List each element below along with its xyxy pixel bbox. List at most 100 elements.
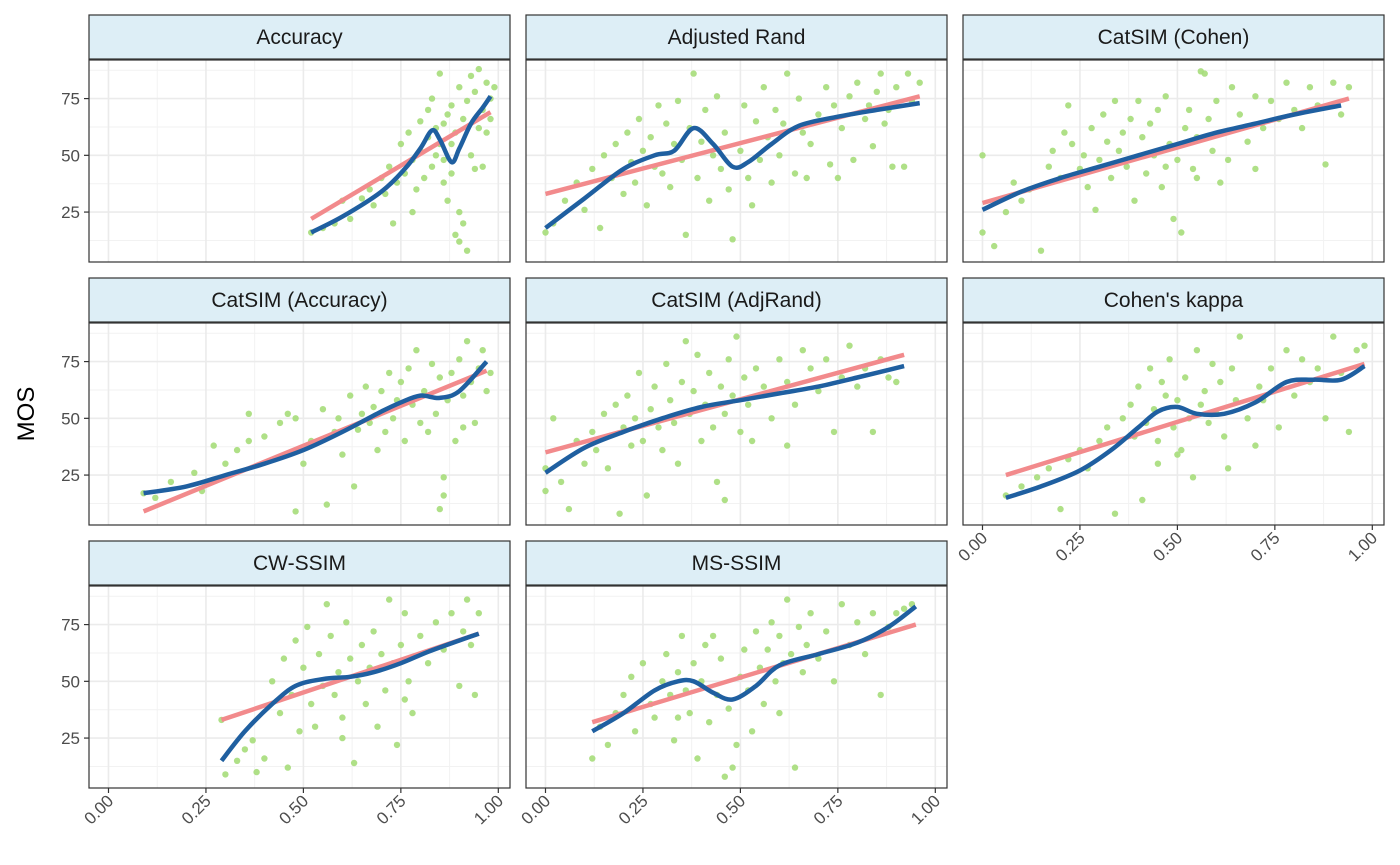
- data-point: [830, 678, 838, 685]
- x-tick-label: 0.00: [80, 791, 117, 828]
- data-point: [467, 152, 475, 159]
- data-point: [1178, 229, 1185, 236]
- data-point: [436, 70, 443, 77]
- linear-fit-line: [310, 110, 492, 221]
- data-point: [1084, 183, 1091, 191]
- data-point: [1104, 424, 1111, 431]
- data-point: [979, 229, 986, 236]
- data-point: [713, 93, 721, 100]
- data-point: [784, 442, 791, 449]
- data-point: [413, 347, 420, 354]
- data-point: [764, 646, 771, 653]
- data-point: [1100, 111, 1107, 118]
- data-point: [456, 208, 463, 216]
- data-point: [659, 678, 666, 685]
- y-tick-label: 75: [61, 616, 80, 635]
- y-tick-label: 50: [61, 672, 80, 691]
- data-point: [436, 374, 443, 381]
- data-point: [460, 628, 467, 635]
- data-point: [448, 610, 455, 617]
- facet-panel: CW-SSIM 25 50 75 0.00 0.25 0.50 0.75 1.00: [61, 540, 511, 828]
- data-point: [702, 641, 709, 649]
- facet-title: CatSIM (Cohen): [1098, 26, 1250, 49]
- panel-border: [525, 585, 948, 789]
- data-point: [1135, 383, 1142, 390]
- data-point: [269, 678, 276, 685]
- facet-panel: Adjusted Rand: [525, 14, 948, 263]
- data-point: [1154, 460, 1162, 467]
- data-point: [768, 179, 775, 186]
- data-point: [721, 496, 728, 504]
- data-point: [815, 387, 822, 395]
- data-point: [452, 231, 459, 238]
- data-point: [1174, 451, 1181, 458]
- data-point: [667, 183, 674, 191]
- data-point: [979, 152, 986, 159]
- data-point: [647, 406, 654, 413]
- data-point: [854, 79, 861, 86]
- data-point: [440, 474, 447, 481]
- data-point: [370, 403, 377, 411]
- data-point: [444, 111, 451, 118]
- data-point: [682, 338, 689, 345]
- data-point: [323, 601, 330, 608]
- data-point: [846, 342, 853, 349]
- y-tick-label: 25: [61, 729, 80, 748]
- data-point: [417, 118, 424, 125]
- data-point: [1127, 115, 1134, 123]
- data-point: [698, 138, 705, 145]
- data-point: [741, 102, 748, 109]
- data-point: [1189, 165, 1197, 173]
- data-point: [612, 401, 619, 408]
- data-point: [417, 419, 424, 427]
- data-point: [737, 428, 744, 436]
- x-tick-label: 0.00: [954, 528, 991, 565]
- data-point: [678, 632, 686, 640]
- data-point: [768, 415, 775, 422]
- data-point: [1330, 79, 1337, 86]
- data-point: [904, 70, 912, 77]
- data-point: [760, 84, 767, 91]
- data-point: [678, 378, 686, 386]
- data-point: [748, 728, 756, 735]
- data-point: [1088, 124, 1095, 132]
- facet-strip: [962, 14, 1385, 60]
- facet-title: Cohen's kappa: [1104, 289, 1244, 312]
- data-point: [885, 374, 892, 381]
- data-point: [374, 723, 381, 730]
- data-point: [436, 505, 443, 513]
- data-point: [479, 347, 486, 354]
- data-point: [1345, 428, 1353, 436]
- data-point: [386, 369, 393, 377]
- data-point: [873, 88, 880, 96]
- data-point: [1166, 356, 1173, 363]
- data-point: [542, 229, 549, 236]
- data-point: [1209, 360, 1216, 368]
- data-point: [241, 746, 249, 753]
- data-point: [1236, 333, 1244, 340]
- data-point: [1049, 147, 1056, 154]
- data-point: [620, 190, 627, 198]
- data-point: [362, 700, 369, 708]
- data-point: [1174, 156, 1181, 164]
- data-point: [717, 655, 725, 662]
- data-point: [276, 419, 284, 427]
- data-point: [483, 79, 490, 86]
- data-point: [776, 632, 783, 640]
- x-tick-label: 0.25: [615, 791, 652, 828]
- data-point: [300, 664, 307, 671]
- data-point: [1037, 247, 1045, 254]
- data-point: [245, 410, 252, 417]
- data-point: [1127, 401, 1134, 408]
- smooth-fit-line: [219, 631, 480, 763]
- facet-strip: [88, 14, 511, 60]
- smooth-fit-line: [981, 103, 1342, 212]
- data-point: [249, 737, 256, 744]
- data-point: [339, 714, 346, 721]
- data-point: [1221, 433, 1228, 440]
- data-point: [471, 419, 479, 427]
- data-point: [1193, 347, 1201, 354]
- data-point: [893, 610, 900, 617]
- data-point: [397, 378, 405, 386]
- data-point: [452, 437, 459, 445]
